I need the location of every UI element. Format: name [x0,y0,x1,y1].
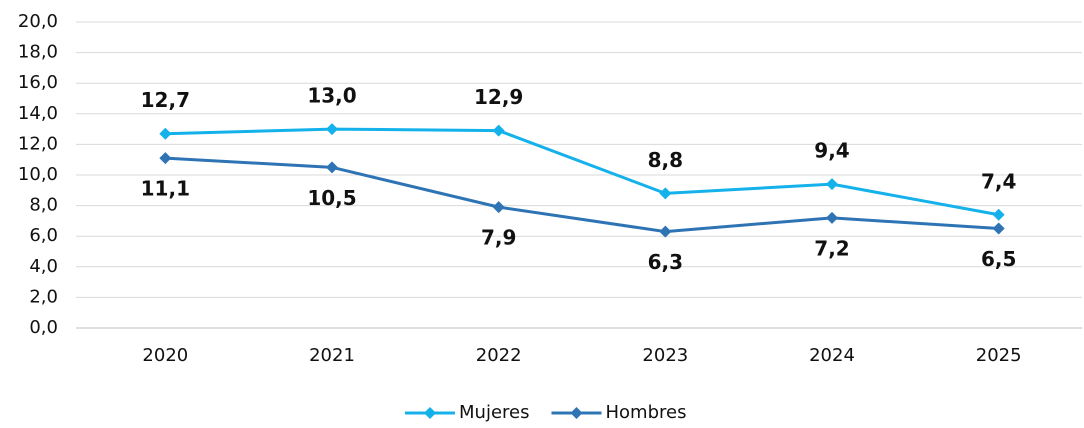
value-label: 7,2 [814,236,849,260]
marker [492,124,505,137]
marker [326,161,338,174]
marker [326,123,338,136]
y-tick-label: 12,0 [18,133,58,154]
value-label: 8,8 [648,148,683,172]
x-tick-label: 2025 [976,345,1022,366]
value-label: 6,3 [648,250,683,274]
marker [826,211,838,224]
y-tick-label: 2,0 [29,286,58,307]
y-tick-label: 0,0 [29,317,58,338]
marker [159,152,172,165]
marker [492,201,505,214]
y-tick-label: 14,0 [18,103,58,124]
value-label: 7,9 [481,226,516,250]
line [165,127,999,217]
y-tick-label: 10,0 [18,164,58,185]
value-label: 10,5 [307,186,356,210]
legend-marker [570,407,583,419]
marker [826,178,838,191]
value-label: 11,1 [141,177,190,201]
legend-label: Hombres [605,402,686,423]
marker [659,225,672,238]
value-label: 7,4 [981,169,1016,193]
marker [992,222,1005,235]
y-tick-label: 8,0 [29,195,58,216]
marker [659,187,672,200]
y-tick-label: 16,0 [18,72,58,93]
value-label: 13,0 [307,84,356,108]
legend-label: Mujeres [459,402,529,423]
y-tick-label: 18,0 [18,42,58,63]
marker [992,208,1005,221]
y-tick-label: 4,0 [29,256,58,277]
y-tick-label: 6,0 [29,225,58,246]
x-tick-label: 2023 [642,345,688,366]
value-label: 6,5 [981,247,1016,271]
x-tick-label: 2024 [809,345,855,366]
marker [159,127,172,140]
value-label: 12,7 [141,88,190,112]
x-tick-label: 2022 [476,345,522,366]
x-tick-label: 2020 [142,345,188,366]
line [165,156,999,234]
value-label: 12,9 [474,85,523,109]
value-label: 9,4 [814,139,849,163]
x-tick-label: 2021 [309,345,355,366]
legend-marker [424,407,436,419]
y-tick-label: 20,0 [18,11,58,32]
